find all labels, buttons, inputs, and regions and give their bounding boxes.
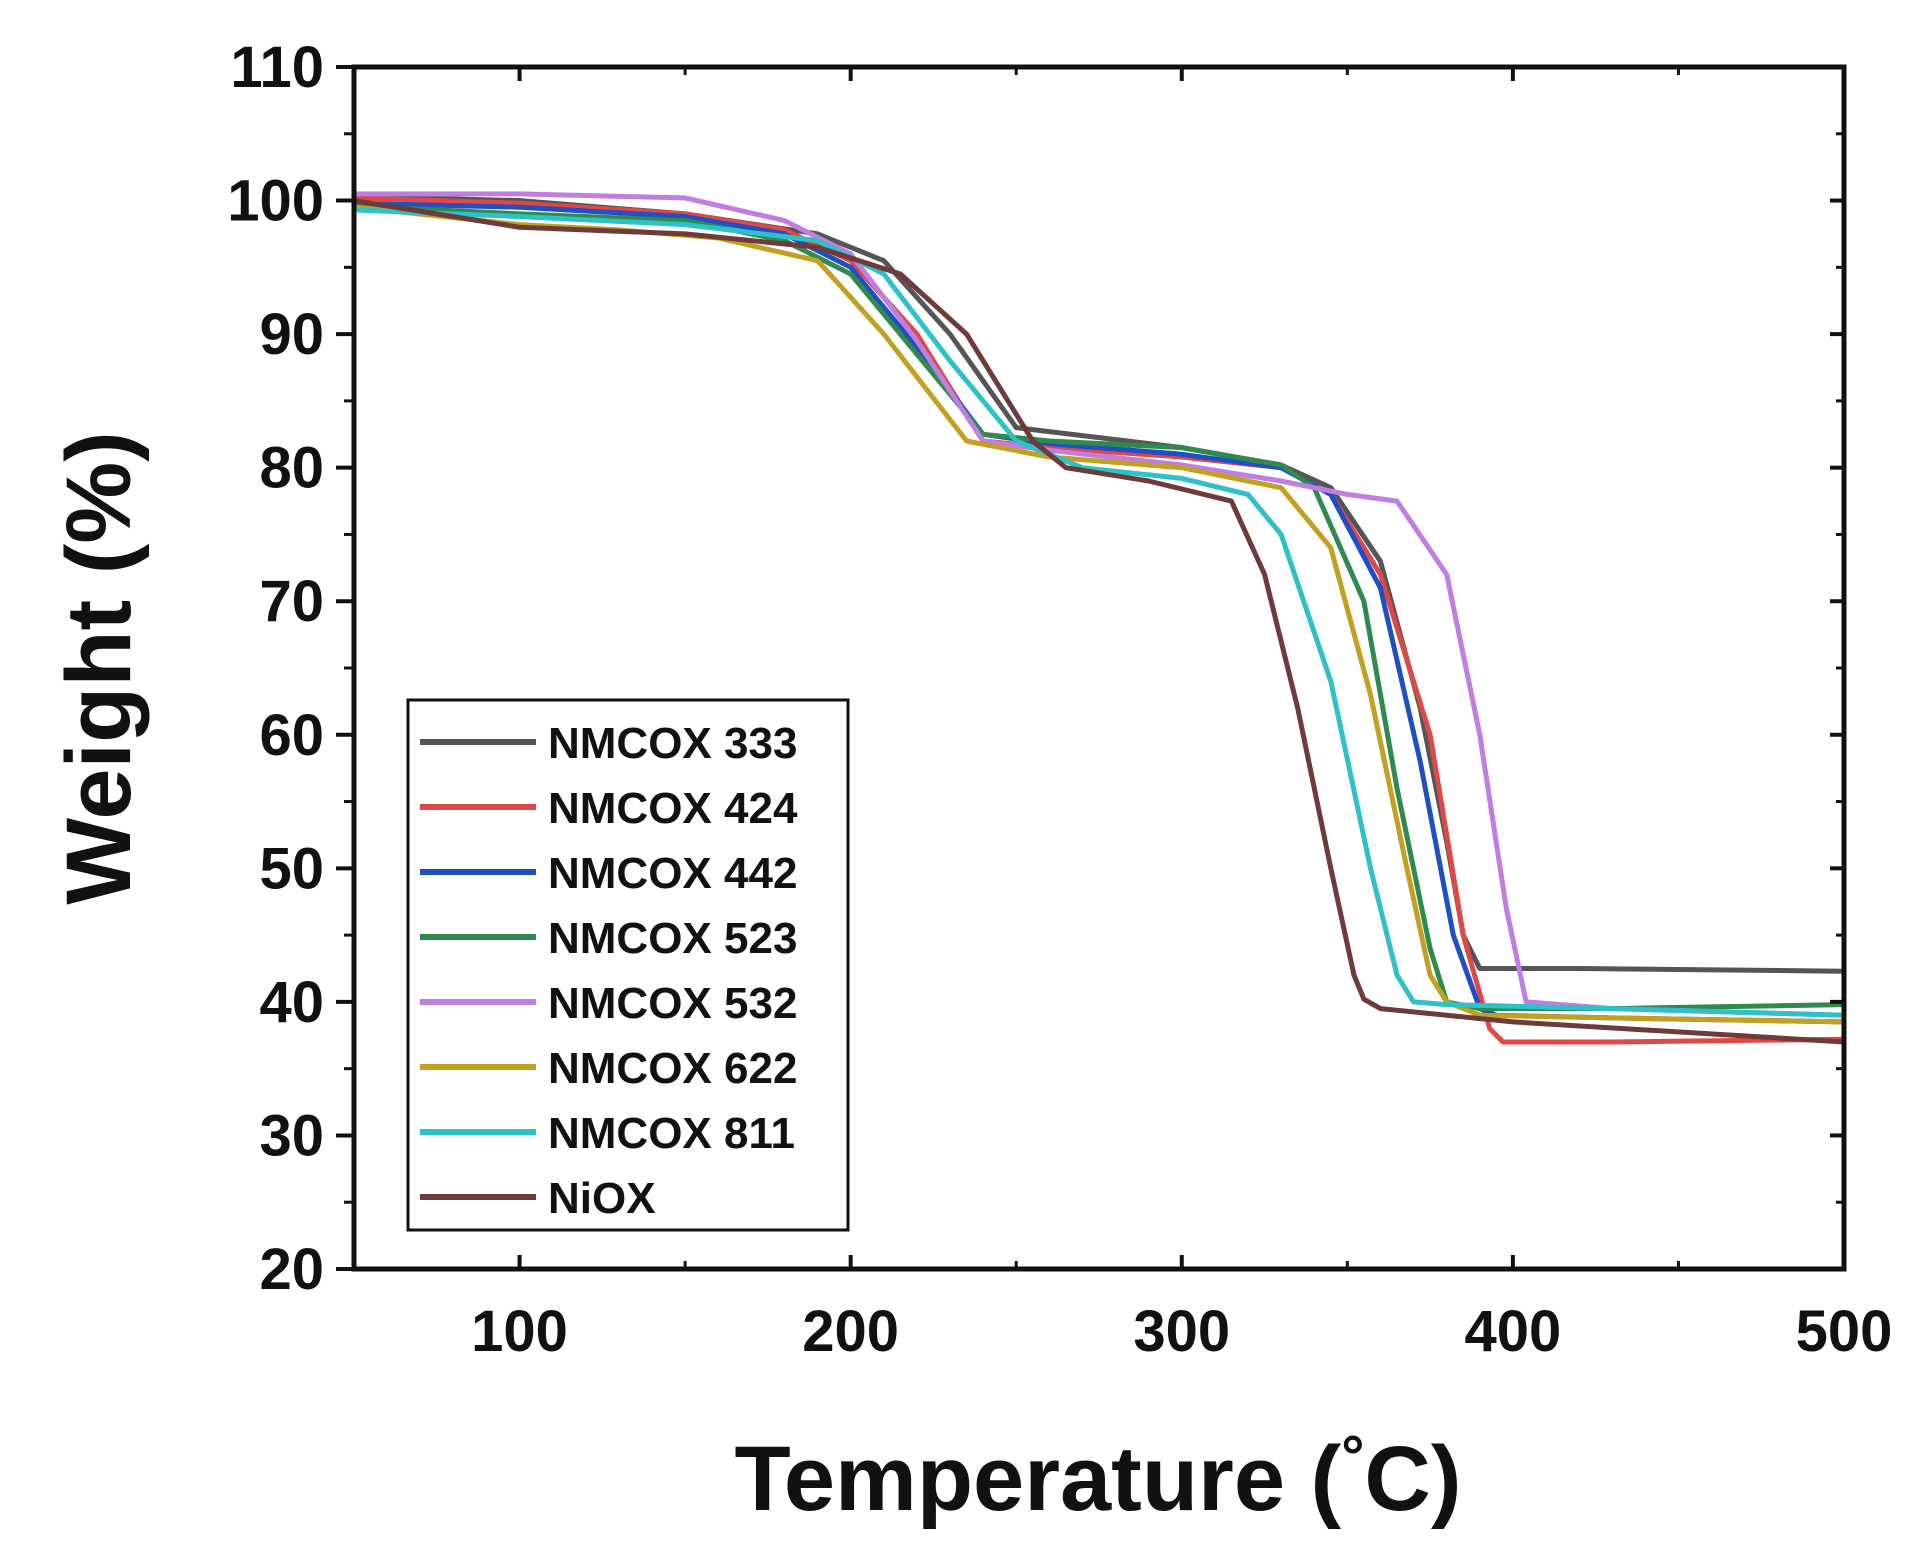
- series-line-4: [351, 191, 1847, 1018]
- x-tick-label: 400: [1464, 1299, 1561, 1364]
- y-tick-label: 80: [259, 436, 324, 501]
- x-tick-label: 200: [802, 1299, 899, 1364]
- y-tick-label: 60: [259, 703, 324, 768]
- legend-label: NMCOX 622: [548, 1044, 797, 1093]
- y-tick-label: 30: [259, 1103, 324, 1168]
- ticks-layer: 100 200 300 400 500 20 30 40 50 60 70 80 90 100 110: [227, 35, 1892, 1364]
- y-tick-label: 20: [259, 1237, 324, 1302]
- degree-superscript: °: [1341, 1424, 1364, 1489]
- y-axis-title: Weight (%): [48, 431, 150, 905]
- x-axis-title: Temperature (°C): [735, 1424, 1462, 1530]
- x-tick-label: 100: [471, 1299, 568, 1364]
- y-tick-label: 90: [259, 302, 324, 367]
- x-tick-label: 500: [1796, 1299, 1893, 1364]
- legend-label: NMCOX 333: [548, 719, 797, 768]
- y-tick-label: 40: [259, 970, 324, 1035]
- legend-label: NMCOX 811: [548, 1109, 795, 1158]
- y-tick-label: 50: [259, 836, 324, 901]
- y-tick-label: 110: [230, 35, 324, 100]
- legend-box: [406, 698, 850, 1232]
- legend-label: NiOX: [548, 1174, 656, 1223]
- legend-label: NMCOX 442: [548, 849, 797, 898]
- legend: NMCOX 333 NMCOX 424 NMCOX 442 NMCOX 523 NMCO…: [406, 698, 850, 1232]
- x-tick-label: 300: [1133, 1299, 1230, 1364]
- y-tick-label: 100: [227, 169, 324, 234]
- series-line-7: [351, 198, 1847, 1045]
- legend-label: NMCOX 532: [548, 979, 797, 1028]
- legend-label: NMCOX 424: [548, 784, 798, 833]
- y-tick-label: 70: [259, 569, 324, 634]
- series-line-6: [351, 207, 1847, 1018]
- series-layer: [351, 191, 1847, 1045]
- legend-label: NMCOX 523: [548, 914, 797, 963]
